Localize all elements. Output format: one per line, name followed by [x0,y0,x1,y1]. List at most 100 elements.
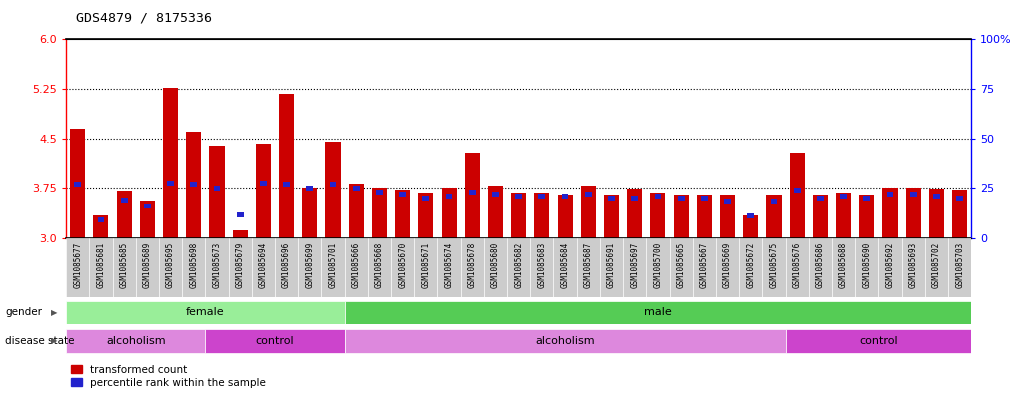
Text: GSM1085675: GSM1085675 [770,242,778,288]
Bar [534,193,549,238]
Bar [924,238,948,297]
Bar [956,196,963,200]
Bar [256,144,271,238]
Bar [414,238,437,297]
Bar [557,195,573,238]
Text: GSM1085687: GSM1085687 [584,242,593,288]
Bar [952,190,967,238]
Bar [167,181,174,186]
Bar [422,196,429,200]
Text: GSM1085686: GSM1085686 [816,242,825,288]
Bar [182,238,205,297]
Text: GSM1085666: GSM1085666 [352,242,361,288]
Bar [306,185,313,191]
Text: male: male [644,307,672,318]
Bar [205,238,229,297]
Bar [135,238,159,297]
Bar [205,329,345,353]
Bar [70,129,85,238]
Bar [655,194,661,199]
Text: GSM1085688: GSM1085688 [839,242,848,288]
Bar [465,153,480,238]
Bar [214,185,221,191]
Bar [94,215,109,238]
Bar [368,238,391,297]
Bar [437,238,461,297]
Bar [879,238,902,297]
Text: GSM1085683: GSM1085683 [537,242,546,288]
Bar [445,194,453,198]
Bar [933,194,940,199]
Bar [794,187,800,193]
Bar [507,238,530,297]
Text: GSM1085672: GSM1085672 [746,242,756,288]
Text: ▶: ▶ [51,336,57,345]
Text: GSM1085700: GSM1085700 [653,242,662,288]
Bar [252,238,275,297]
Bar [233,230,248,238]
Text: GSM1085673: GSM1085673 [213,242,222,288]
Text: GSM1085701: GSM1085701 [328,242,338,288]
Text: GSM1085678: GSM1085678 [468,242,477,288]
Text: control: control [859,336,898,346]
Bar [836,193,851,238]
Text: GSM1085676: GSM1085676 [792,242,801,288]
Text: GSM1085695: GSM1085695 [166,242,175,288]
Bar [809,238,832,297]
Bar [400,192,406,197]
Text: GSM1085702: GSM1085702 [932,242,941,288]
Bar [608,196,615,200]
Bar [906,188,920,238]
Text: GSM1085669: GSM1085669 [723,242,732,288]
Bar [376,190,382,195]
Legend: transformed count, percentile rank within the sample: transformed count, percentile rank withi… [71,365,265,388]
Bar [747,213,755,219]
Bar [948,238,971,297]
Bar [561,194,569,199]
Bar [902,238,924,297]
Text: GSM1085681: GSM1085681 [97,242,106,288]
Bar [669,238,693,297]
Bar [325,142,341,238]
Bar [121,198,127,202]
Bar [863,196,871,200]
Bar [469,190,476,195]
Bar [716,238,739,297]
Bar [117,191,131,238]
Bar [353,185,360,191]
Bar [600,238,623,297]
Bar [673,195,689,238]
Bar [345,329,785,353]
Bar [321,238,345,297]
Text: GSM1085697: GSM1085697 [631,242,640,288]
Text: GSM1085679: GSM1085679 [236,242,245,288]
Text: GSM1085674: GSM1085674 [444,242,454,288]
Bar [275,238,298,297]
Bar [632,196,638,200]
Bar [113,238,135,297]
Bar [627,189,643,238]
Bar [98,217,105,222]
Bar [492,192,499,197]
Bar [581,186,596,238]
Bar [855,238,879,297]
Bar [330,182,337,187]
Bar [229,238,252,297]
Bar [701,196,708,200]
Text: GSM1085694: GSM1085694 [259,242,267,288]
Text: GSM1085665: GSM1085665 [676,242,685,288]
Text: GSM1085693: GSM1085693 [909,242,917,288]
Text: GSM1085703: GSM1085703 [955,242,964,288]
Text: GSM1085670: GSM1085670 [398,242,407,288]
Bar [604,195,619,238]
Bar [418,193,433,238]
Bar [66,329,205,353]
Bar [488,186,503,238]
Text: GSM1085680: GSM1085680 [491,242,500,288]
Bar [929,189,944,238]
Text: GSM1085671: GSM1085671 [421,242,430,288]
Bar [785,238,809,297]
Bar [66,301,345,324]
Bar [817,196,824,200]
Bar [585,192,592,197]
